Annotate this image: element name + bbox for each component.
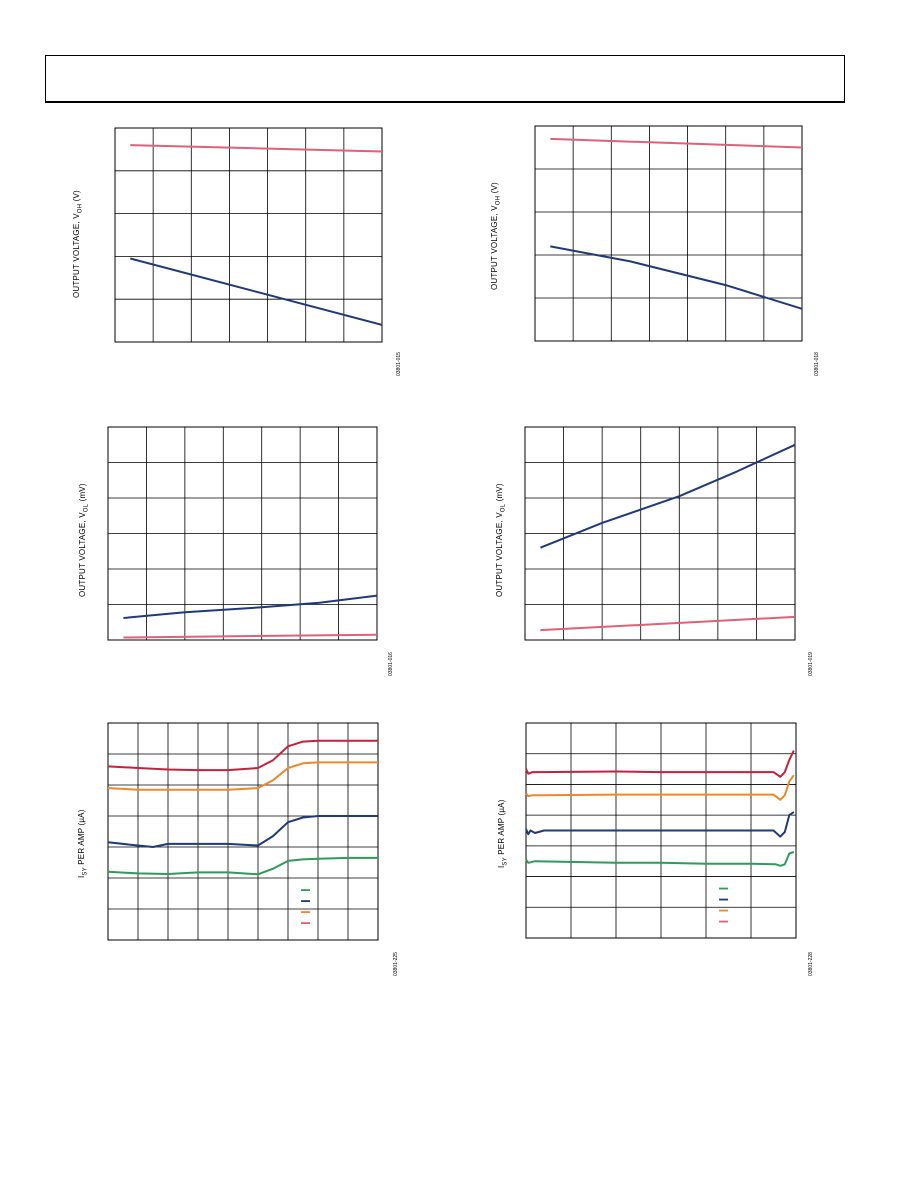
plot-frame <box>107 426 378 641</box>
series-line-3 <box>107 856 378 876</box>
plot-frame <box>114 127 383 343</box>
chart-c5 <box>107 722 379 941</box>
plot-frame <box>534 125 803 342</box>
y-axis-label-subscript: SY <box>82 867 89 876</box>
y-axis-label-unit: (mV) <box>495 483 504 504</box>
figure-id: 03801-228 <box>808 952 814 976</box>
y-axis-label: OUTPUT VOLTAGE, VOL (mV) <box>78 483 90 597</box>
chart-c1 <box>114 127 383 343</box>
y-axis-label-subscript: OL <box>500 503 507 513</box>
chart-c2 <box>534 125 803 342</box>
plot-frame <box>524 426 796 641</box>
y-axis-label-main: OUTPUT VOLTAGE, V <box>490 205 499 290</box>
y-axis-label-unit: (mV) <box>78 483 87 504</box>
y-axis-label: OUTPUT VOLTAGE, VOH (V) <box>72 190 84 298</box>
page-header-box <box>45 55 845 103</box>
figure-id: 03801-019 <box>808 652 814 676</box>
chart-c4 <box>524 426 796 641</box>
y-axis-label-unit: PER AMP (µA) <box>497 799 506 858</box>
series-line-1 <box>123 594 378 619</box>
series-line-0 <box>540 615 796 632</box>
y-axis-label: ISY PER AMP (µA) <box>497 799 509 868</box>
series-line-0 <box>123 633 378 639</box>
series-line-1 <box>550 245 803 310</box>
y-axis-label-unit: PER AMP (µA) <box>77 809 86 868</box>
chart-c6 <box>525 722 797 939</box>
figure-id: 03801-018 <box>814 352 820 376</box>
series-line-1 <box>525 774 795 801</box>
series-line-3 <box>525 851 795 867</box>
series-line-1 <box>107 761 378 791</box>
y-axis-label: OUTPUT VOLTAGE, VOL (mV) <box>495 483 507 597</box>
series-line-1 <box>540 443 796 549</box>
y-axis-label-main: OUTPUT VOLTAGE, V <box>495 512 504 597</box>
series-line-2 <box>107 815 378 848</box>
y-axis-label: OUTPUT VOLTAGE, VOH (V) <box>490 182 502 290</box>
series-line-0 <box>107 739 378 772</box>
y-axis-label-subscript: OL <box>83 503 90 513</box>
figure-id: 03801-016 <box>388 652 394 676</box>
y-axis-label-subscript: SY <box>502 857 509 866</box>
series-line-0 <box>525 750 795 778</box>
y-axis-label-main: OUTPUT VOLTAGE, V <box>78 512 87 597</box>
series-line-0 <box>550 137 803 149</box>
plot-frame <box>107 722 379 941</box>
y-axis-label-subscript: OH <box>77 203 84 214</box>
y-axis-label-unit: (V) <box>72 190 81 204</box>
series-line-0 <box>130 144 383 153</box>
y-axis-label-main: OUTPUT VOLTAGE, V <box>72 213 81 298</box>
figure-id: 03801-015 <box>396 352 402 376</box>
figure-id: 03801-225 <box>393 952 399 976</box>
series-line-2 <box>525 811 795 838</box>
chart-c3 <box>107 426 378 641</box>
y-axis-label-unit: (V) <box>490 182 499 196</box>
series-line-1 <box>130 257 383 326</box>
y-axis-label-subscript: OH <box>495 195 502 206</box>
y-axis-label: ISY PER AMP (µA) <box>77 809 89 878</box>
